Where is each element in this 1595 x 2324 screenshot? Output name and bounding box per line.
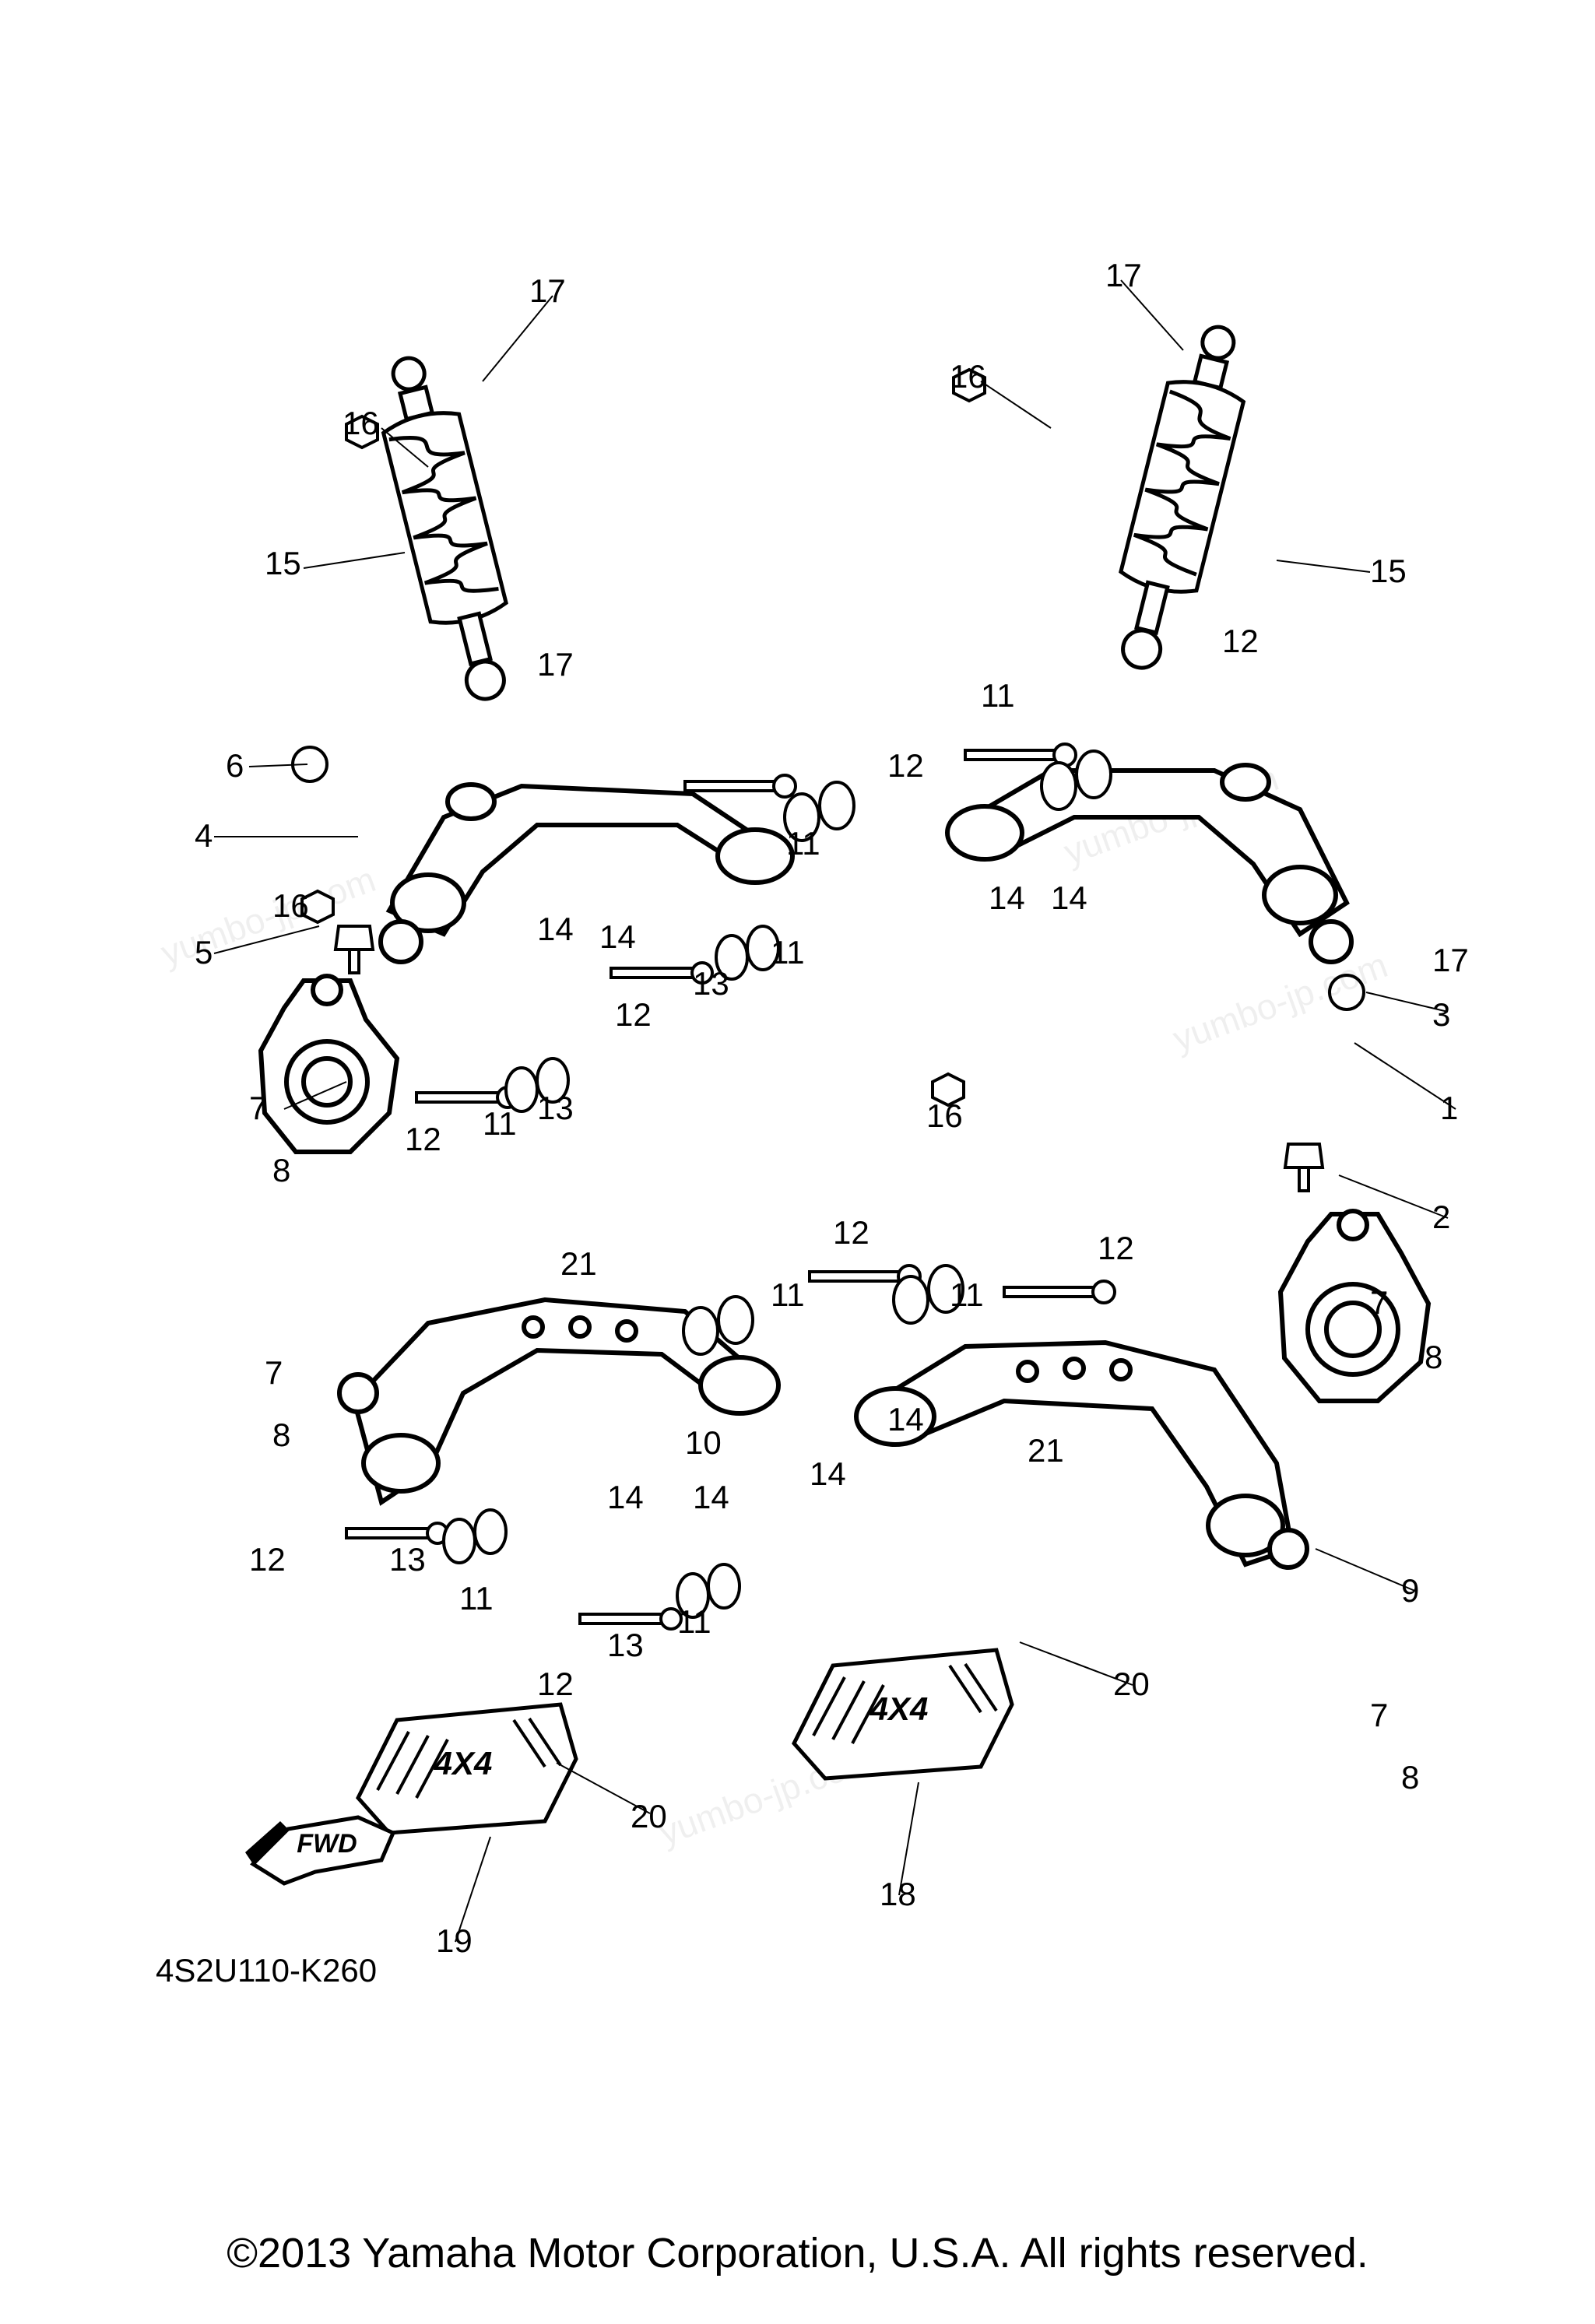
copyright-text: ©2013 Yamaha Motor Corporation, U.S.A. A… xyxy=(0,2229,1595,2277)
exploded-diagram: yumbo-jp.com yumbo-jp.com yumbo-jp.com y… xyxy=(93,140,1502,1977)
part-code: 4S2U110-K260 xyxy=(156,1952,377,1989)
page: yumbo-jp.com yumbo-jp.com yumbo-jp.com y… xyxy=(0,0,1595,2324)
leader-lines xyxy=(93,140,1502,1977)
